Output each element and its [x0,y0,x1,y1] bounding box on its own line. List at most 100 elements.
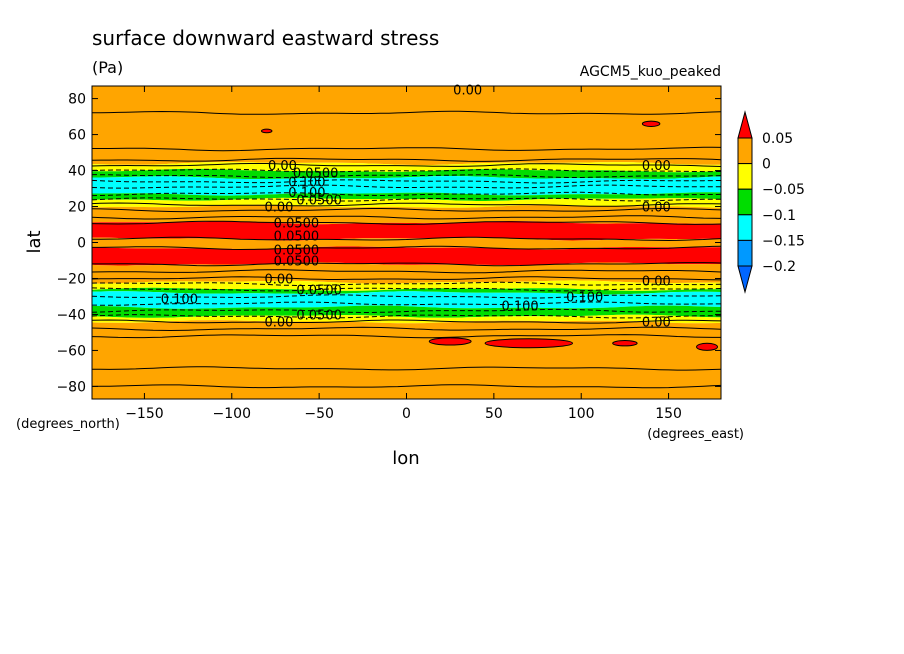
band-10 [92,262,721,284]
x-tick-label-2: −50 [304,406,334,422]
contour-line-10 [91,202,722,207]
band-15 [92,314,721,324]
contour-label-8: 0.0500 [274,229,320,244]
contour-label-18: 0.00 [642,159,671,174]
contour-line-26 [91,326,722,332]
contour-lines [91,110,722,389]
legend-label-4: −0.15 [762,233,805,249]
band-1 [92,162,721,173]
legend-swatch-1 [737,137,753,165]
y-tick-label-2: 40 [68,164,86,180]
contour-label-21: 0.00 [642,316,671,331]
contour-line-18 [91,276,722,281]
legend-label-1: 0 [762,157,771,173]
contour-line-12 [91,215,722,220]
contour-line-14 [91,236,722,242]
band-8 [92,237,721,250]
legend-swatch-6 [737,265,753,294]
legend-swatch-0 [737,110,753,139]
contour-label-11: 0.00 [264,272,293,287]
contour-label-15: 0.100 [566,290,603,305]
contour-line-11 [91,208,722,213]
contour-label-7: 0.0500 [274,217,320,232]
y-tick-label-5: −20 [56,271,86,287]
contour-line-23 [91,308,722,313]
contour-label-9: 0.0500 [274,244,320,259]
contour-line-0 [91,110,722,115]
red-patch-2 [428,337,472,346]
contour-line-22 [91,301,721,306]
contour-label-12: 0.0500 [296,283,342,298]
legend-swatch-5 [737,239,753,267]
contour-labels: 0.000.000.05000.1000.1000.05000.000.0500… [161,84,671,331]
x-tick-label-3: 0 [402,406,411,422]
contour-label-19: 0.00 [642,201,671,216]
red-patch-5 [696,342,719,351]
y-tick-label-6: −40 [56,307,86,323]
contour-line-29 [91,384,722,389]
band-9 [92,246,721,266]
contour-label-20: 0.00 [642,274,671,289]
band-2 [92,168,721,180]
chart-subtitle: (Pa) [92,58,123,77]
contour-line-27 [91,334,721,339]
red-patch-4 [612,340,638,347]
y-units-label: (degrees_north) [16,417,120,432]
band-4 [92,192,721,201]
legend-label-5: −0.2 [762,259,796,275]
red-patch-1 [641,120,661,127]
y-axis: 80 60 40 20 0 −20 −40 −60 −80 [56,92,721,395]
x-axis: −150 −100 −50 0 50 100 150 [125,86,682,422]
contour-label-3: 0.100 [288,175,325,190]
contour-line-2 [91,157,722,162]
y-tick-label-8: −80 [56,379,86,395]
contour-line-8 [91,191,722,197]
contour-label-2: 0.0500 [293,166,339,181]
x-tick-label-0: −150 [125,406,163,422]
model-label: AGCM5_kuo_peaked [580,64,721,80]
y-axis-label: lat [24,230,45,253]
x-tick-label-6: 150 [655,406,682,422]
contour-line-28 [92,366,722,371]
legend-label-2: −0.05 [762,182,805,198]
contour-line-3 [91,163,722,167]
x-tick-label-1: −100 [213,406,251,422]
contour-line-17 [91,269,722,274]
stress-bands [92,86,721,399]
legend-label-3: −0.1 [762,208,796,224]
band-0 [92,86,721,165]
contour-label-6: 0.00 [264,201,293,216]
y-tick-label-1: 60 [68,128,86,144]
legend-label-0: 0.05 [762,131,793,147]
band-16 [92,320,721,399]
y-tick-label-4: 0 [77,236,86,252]
band-12 [92,287,721,295]
contour-label-14: 0.100 [501,299,538,314]
legend-swatch-2 [737,163,753,190]
contour-line-15 [92,245,722,251]
contour-label-0: 0.00 [453,84,482,99]
x-tick-label-5: 100 [568,406,595,422]
contour-label-4: 0.100 [288,186,325,201]
band-7 [92,221,721,241]
red-patch-0 [260,128,273,134]
contour-line-21 [91,294,722,299]
contour-line-13 [91,220,722,225]
x-units-label: (degrees_east) [647,427,744,442]
contour-label-17: 0.00 [264,316,293,331]
y-tick-label-3: 20 [68,200,86,216]
contour-line-6 [91,179,722,184]
contour-label-16: 0.0500 [296,308,342,323]
legend-swatch-4 [737,214,753,241]
contour-line-7 [91,184,721,189]
legend-swatch-3 [737,188,753,216]
band-13 [92,291,721,309]
band-11 [92,280,721,291]
contour-line-25 [91,319,722,324]
contour-line-1 [92,146,722,152]
color-legend: 0.05 0 −0.05 −0.1 −0.15 −0.2 [737,110,805,294]
contour-label-1: 0.00 [268,159,297,174]
band-6 [92,204,721,225]
stress-patches [260,120,719,351]
